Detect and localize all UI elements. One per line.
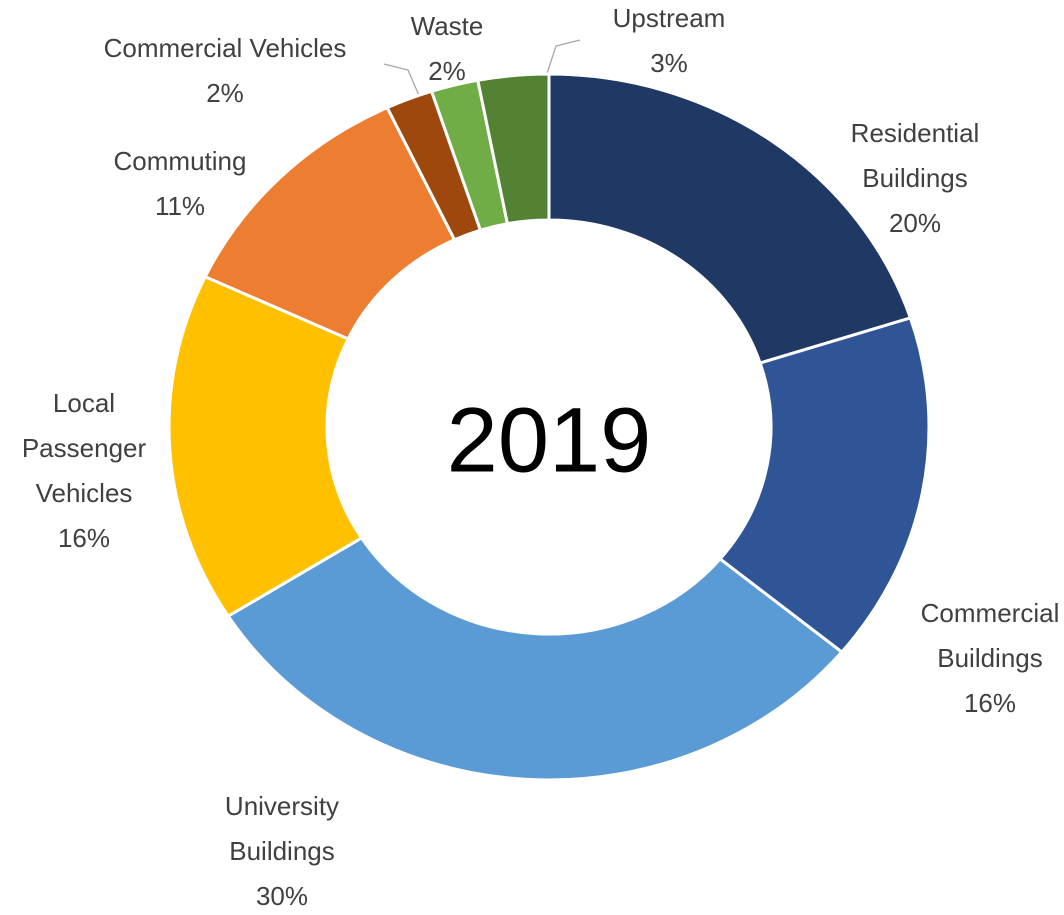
segment-label: Commuting [114, 146, 247, 176]
value-label: 2% [206, 78, 244, 108]
value-label: 30% [256, 881, 308, 911]
donut-segment [226, 535, 844, 782]
donut-segment [167, 274, 364, 619]
donut-segment [717, 316, 931, 655]
center-label: 2019 [447, 389, 652, 491]
donut-segment [476, 72, 551, 226]
value-label: 11% [155, 191, 205, 221]
segment-label: University Buildings [225, 791, 339, 866]
segment-label: Commercial Vehicles [104, 33, 347, 63]
value-label: 3% [650, 48, 688, 78]
value-label: 16% [58, 523, 110, 553]
segment-label: Commercial Buildings [921, 598, 1060, 673]
segment-label: Waste [411, 11, 484, 41]
segment-label: Local Passenger Vehicles [22, 388, 147, 508]
value-label: 20% [889, 208, 941, 238]
value-label: 16% [964, 688, 1016, 718]
segment-label: Upstream [613, 3, 726, 33]
value-label: 2% [428, 56, 466, 86]
segment-label: Residential Buildings [851, 118, 980, 193]
donut-segment [547, 72, 913, 365]
